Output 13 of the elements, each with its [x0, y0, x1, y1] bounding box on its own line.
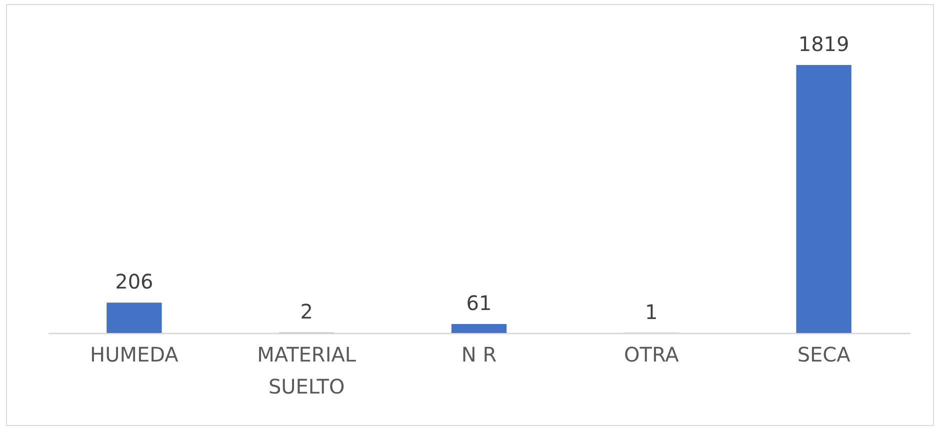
x-tick-label: HUMEDA [90, 342, 179, 366]
x-tick-label: MATERIAL SUELTO [257, 342, 357, 398]
x-tick-label: N R [461, 342, 497, 366]
data-label: 2 [300, 300, 313, 324]
bar [796, 65, 852, 333]
bar [451, 324, 507, 333]
x-tick-label: SECA [797, 342, 851, 366]
data-label: 1819 [798, 32, 850, 56]
data-label: 1 [645, 300, 658, 324]
x-tick-label: OTRA [624, 342, 680, 366]
bar [106, 302, 162, 333]
data-label: 206 [115, 270, 154, 294]
data-label: 61 [466, 291, 492, 316]
